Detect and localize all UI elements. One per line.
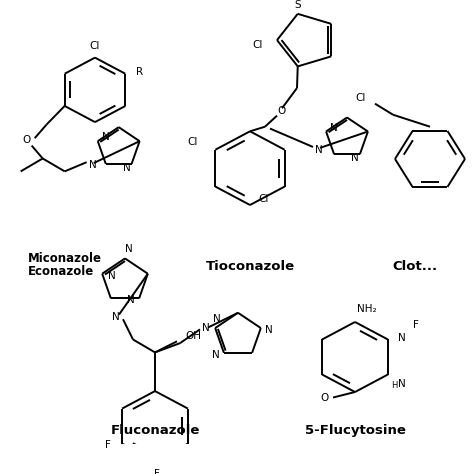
Text: N: N	[89, 160, 97, 170]
Text: N: N	[123, 163, 130, 173]
Text: S: S	[294, 0, 301, 9]
Text: Cl: Cl	[356, 93, 366, 103]
Text: N: N	[212, 350, 220, 360]
Text: Cl: Cl	[253, 40, 263, 50]
Text: N: N	[398, 333, 406, 343]
Text: O: O	[23, 135, 31, 145]
Text: Clot...: Clot...	[392, 260, 438, 273]
Text: N: N	[351, 153, 359, 163]
Text: N: N	[202, 322, 210, 333]
Text: N: N	[398, 379, 406, 389]
Text: F: F	[154, 469, 160, 474]
Text: N: N	[102, 132, 109, 143]
Text: N: N	[330, 123, 338, 133]
Text: OH: OH	[185, 331, 201, 341]
Text: R: R	[136, 67, 143, 77]
Text: N: N	[125, 244, 133, 254]
Text: Cl: Cl	[90, 41, 100, 51]
Text: F: F	[105, 440, 111, 450]
Text: Econazole: Econazole	[28, 265, 94, 278]
Text: N: N	[213, 314, 221, 324]
Text: O: O	[278, 106, 286, 116]
Text: Cl: Cl	[258, 194, 269, 204]
Text: N: N	[108, 271, 116, 281]
Text: Fluconazole: Fluconazole	[110, 424, 200, 437]
Text: O: O	[321, 392, 329, 402]
Text: N: N	[265, 325, 273, 335]
Text: N: N	[112, 312, 120, 322]
Text: N: N	[127, 295, 135, 305]
Text: Miconazole: Miconazole	[28, 252, 102, 265]
Text: H: H	[391, 381, 397, 390]
Text: N: N	[315, 145, 323, 155]
Text: NH₂: NH₂	[357, 304, 377, 314]
Text: Cl: Cl	[187, 137, 197, 147]
Text: Tioconazole: Tioconazole	[205, 260, 294, 273]
Text: F: F	[413, 320, 419, 330]
Text: 5-Flucytosine: 5-Flucytosine	[305, 424, 405, 437]
